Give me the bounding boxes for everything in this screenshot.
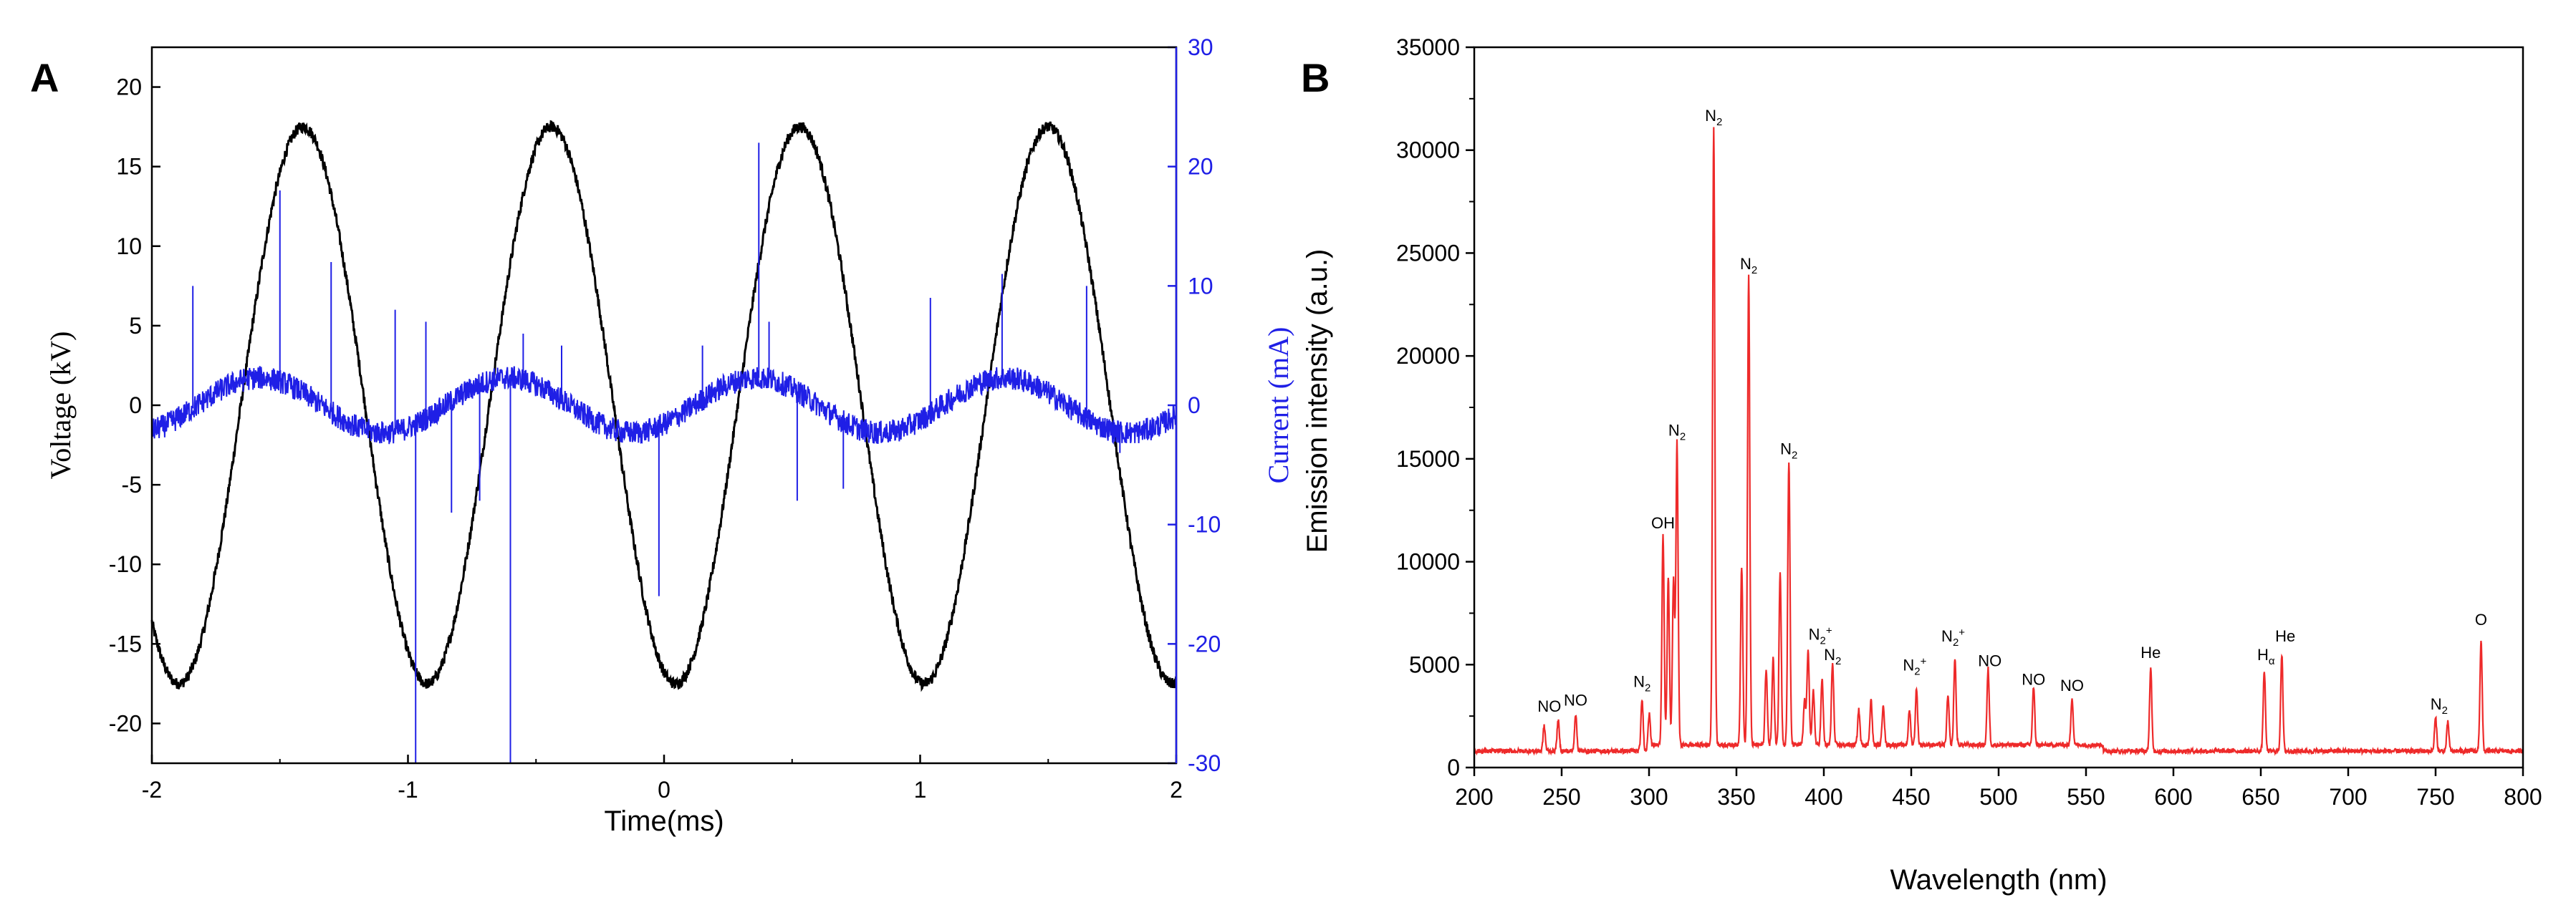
chart-b-series: [1473, 127, 2524, 756]
peak-label: OH: [1651, 514, 1675, 532]
peak-label: N2+: [1941, 626, 1965, 649]
chart-b-frame: [1473, 46, 2524, 769]
chart-a-xtick-label: -1: [398, 777, 418, 803]
chart-a-ytick-left-label: -10: [109, 551, 142, 577]
chart-b-xtick-label: 350: [1717, 784, 1755, 810]
chart-b-xtick-label: 600: [2154, 784, 2192, 810]
peak-label: N2: [1740, 255, 1757, 276]
panel-label-b: B: [1301, 55, 1330, 100]
peak-label: N2: [1668, 422, 1686, 443]
peak-label: N2: [1633, 672, 1650, 694]
chart-b-xtick-label: 200: [1455, 784, 1493, 810]
chart-b-xtick-label: 450: [1892, 784, 1930, 810]
spectrum-line: [1473, 127, 2524, 756]
chart-a-xtick-label: 0: [658, 777, 671, 803]
chart-a-ytick-left-label: 15: [116, 154, 142, 180]
chart-b-ytick-label: 15000: [1396, 446, 1460, 472]
peak-label: N2: [1824, 646, 1841, 667]
chart-a-ytick-left-label: 5: [129, 313, 142, 339]
peak-label: NO: [2022, 671, 2045, 689]
chart-b-xtick-label: 300: [1630, 784, 1668, 810]
peak-label: NO: [1564, 691, 1587, 709]
peak-label: NO: [2060, 677, 2084, 695]
peak-label: N2: [1705, 107, 1722, 128]
chart-a-ylabel-left: Voltage (kV): [44, 331, 77, 480]
chart-b-ytick-label: 35000: [1396, 34, 1460, 60]
chart-b-xtick-label: 400: [1804, 784, 1842, 810]
chart-a-xtick-label: 2: [1170, 777, 1183, 803]
chart-a-ytick-left-label: 10: [116, 233, 142, 259]
chart-b-ytick-label: 5000: [1409, 652, 1460, 677]
chart-a: A -2 -1 0 1 2-20-15-10-505101520-30-20-10010…: [30, 34, 1294, 837]
chart-a-xtick-label: -2: [142, 777, 162, 803]
current-line: [151, 366, 1177, 445]
chart-a-frame: [150, 46, 1178, 765]
chart-b-tick-labels: 200 250 300 350 400 450 500 550 600 650 700 750 800 0…: [1396, 34, 2542, 810]
peak-label: He: [2275, 627, 2295, 645]
chart-a-ytick-left-label: -20: [109, 710, 142, 736]
chart-b-xtick-label: 650: [2241, 784, 2279, 810]
chart-b-xtick-label: 800: [2504, 784, 2542, 810]
peak-label: N2: [1780, 440, 1797, 462]
chart-a-xtick-label: 1: [914, 777, 927, 803]
peak-label: NO: [1537, 697, 1561, 715]
chart-b-xtick-label: 250: [1542, 784, 1580, 810]
chart-b-ytick-label: 30000: [1396, 137, 1460, 163]
chart-a-ytick-right-label: 20: [1188, 154, 1213, 180]
chart-a-ytick-right-label: -30: [1188, 750, 1221, 776]
chart-a-tick-labels: -2 -1 0 1 2-20-15-10-505101520-30-20-1001020…: [109, 34, 1221, 803]
peak-label: Hα: [2257, 646, 2275, 667]
chart-a-ytick-left-label: 0: [129, 392, 142, 418]
chart-a-ytick-right-label: -20: [1188, 631, 1221, 657]
peak-label: He: [2140, 644, 2161, 662]
chart-b-xtick-label: 750: [2416, 784, 2454, 810]
chart-a-ytick-right-label: -10: [1188, 512, 1221, 538]
chart-a-ylabel-right: Current (mA): [1262, 327, 1294, 484]
peak-label: N2: [2431, 695, 2448, 717]
chart-b-ytick-label: 20000: [1396, 343, 1460, 369]
peak-label: N2+: [1809, 624, 1832, 647]
chart-b-xtick-label: 500: [1979, 784, 2017, 810]
chart-a-ytick-left-label: -5: [122, 472, 142, 498]
chart-a-ytick-right-label: 0: [1188, 392, 1201, 418]
chart-a-ytick-left-label: 20: [116, 74, 142, 100]
peak-label: NO: [1978, 652, 2001, 670]
chart-b-ylabel: Emission intensity (a.u.): [1302, 249, 1333, 553]
chart-a-ticks: [150, 46, 1178, 765]
chart-b-xtick-label: 550: [2067, 784, 2105, 810]
chart-a-xlabel: Time(ms): [604, 805, 724, 837]
chart-b-ytick-label: 10000: [1396, 549, 1460, 575]
chart-a-ytick-left-label: -15: [109, 631, 142, 657]
chart-b-xlabel: Wavelength (nm): [1890, 864, 2107, 896]
peak-label: N2+: [1903, 655, 1926, 677]
chart-b-ytick-label: 25000: [1396, 240, 1460, 266]
peak-label: O: [2475, 611, 2487, 629]
panel-label-a: A: [30, 55, 59, 100]
voltage-line: [150, 120, 1177, 692]
chart-a-series: [150, 120, 1177, 763]
chart-a-ytick-right-label: 10: [1188, 273, 1213, 299]
chart-b-xtick-label: 700: [2329, 784, 2367, 810]
chart-a-ytick-right-label: 30: [1188, 34, 1213, 60]
chart-b-ytick-label: 0: [1447, 755, 1460, 780]
